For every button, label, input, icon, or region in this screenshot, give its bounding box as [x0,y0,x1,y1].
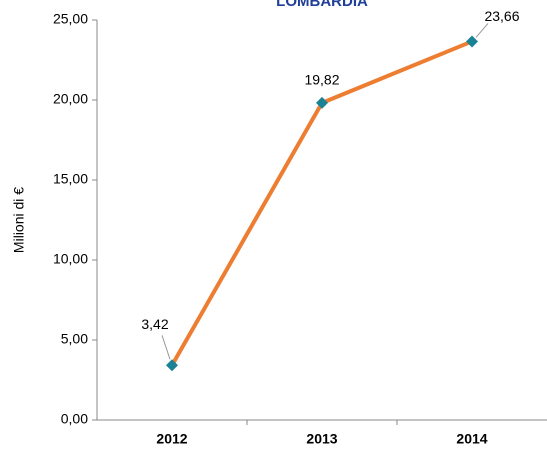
x-tick-label: 2013 [306,431,337,447]
leader-line [475,23,489,38]
y-tick-label: 10,00 [53,251,88,267]
y-axis-label: Milioni di € [11,187,27,253]
y-tick-label: 5,00 [61,331,88,347]
data-label: 23,66 [484,8,519,24]
marker [316,96,328,109]
y-tick-label: 20,00 [53,91,88,107]
data-label: 19,82 [304,72,339,88]
marker [166,359,178,372]
chart-title: LOMBARDIA [276,0,368,10]
y-tick-label: 0,00 [61,411,88,427]
leader-line [161,335,171,360]
marker [466,35,478,48]
y-tick-label: 25,00 [53,11,88,27]
x-tick-label: 2012 [156,431,187,447]
data-label: 3,42 [141,316,168,332]
line [170,39,473,367]
x-tick-label: 2014 [456,431,487,447]
y-tick-label: 15,00 [53,171,88,187]
